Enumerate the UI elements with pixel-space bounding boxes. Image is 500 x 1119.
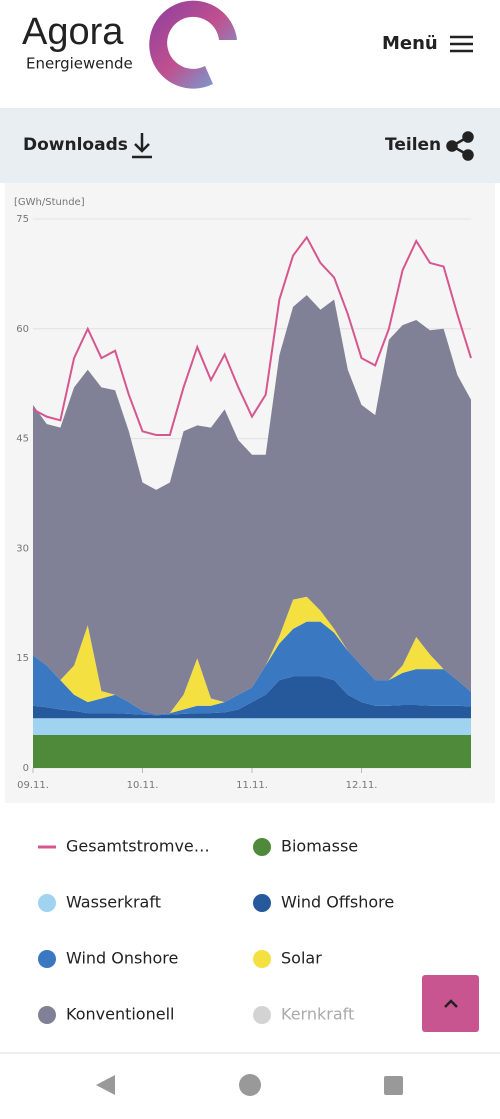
nav-home[interactable] — [239, 1074, 261, 1096]
area — [33, 735, 471, 768]
legend-swatch — [253, 894, 271, 912]
downloads-button[interactable]: Downloads — [23, 135, 128, 155]
area — [33, 718, 471, 736]
logo-subtext: Energiewende — [26, 55, 133, 73]
share-button[interactable]: Teilen — [385, 135, 441, 155]
x-tick-label: 12.11. — [346, 780, 378, 791]
legend-swatch — [253, 838, 271, 856]
scroll-top-icon[interactable] — [444, 999, 458, 1008]
legend-label[interactable]: Wasserkraft — [66, 893, 161, 912]
legend-label[interactable]: Solar — [281, 949, 322, 968]
legend-swatch — [253, 950, 271, 968]
toolbar — [0, 108, 500, 183]
chart: 0 15 30 45 60 75 09.11. 10.11. 11.11. 12.11. — [16, 214, 472, 791]
share-icon[interactable] — [446, 131, 474, 161]
logo-mark — [149, 0, 237, 89]
area — [33, 295, 471, 715]
x-tick-label: 10.11. — [127, 780, 159, 791]
legend-label[interactable]: Wind Onshore — [66, 949, 178, 968]
header — [0, 0, 500, 108]
legend-label[interactable]: Konventionell — [66, 1005, 174, 1024]
y-tick-label: 60 — [16, 324, 29, 335]
x-tick-label: 09.11. — [17, 780, 49, 791]
y-tick-label: 0 — [23, 763, 29, 774]
legend-swatch — [253, 1006, 271, 1024]
legend-swatch — [38, 1006, 56, 1024]
scroll-top-button[interactable] — [422, 975, 479, 1032]
legend: Gesamtstromve… Biomasse Wasserkraft Wind Of… — [38, 837, 394, 1024]
nav-back[interactable] — [96, 1075, 115, 1095]
menu-icon[interactable] — [450, 35, 473, 53]
legend-label[interactable]: Gesamtstromve… — [66, 837, 210, 856]
area — [33, 621, 471, 716]
legend-swatch — [38, 894, 56, 912]
download-icon[interactable] — [132, 133, 152, 159]
y-tick-label: 75 — [16, 214, 29, 225]
menu-label[interactable]: Menü — [382, 33, 438, 54]
x-tick-label: 11.11. — [236, 780, 268, 791]
y-axis-label: [GWh/Stunde] — [14, 197, 85, 208]
legend-label[interactable]: Wind Offshore — [281, 893, 394, 912]
legend-label[interactable]: Biomasse — [281, 837, 358, 856]
y-tick-label: 30 — [16, 543, 29, 554]
line — [32, 235, 472, 436]
y-tick-label: 45 — [16, 434, 29, 445]
legend-label[interactable]: Kernkraft — [281, 1005, 354, 1024]
nav-recent[interactable] — [384, 1076, 403, 1095]
y-tick-label: 15 — [16, 653, 29, 664]
area — [33, 676, 471, 719]
legend-swatch — [38, 950, 56, 968]
logo-text: Agora — [22, 11, 124, 53]
